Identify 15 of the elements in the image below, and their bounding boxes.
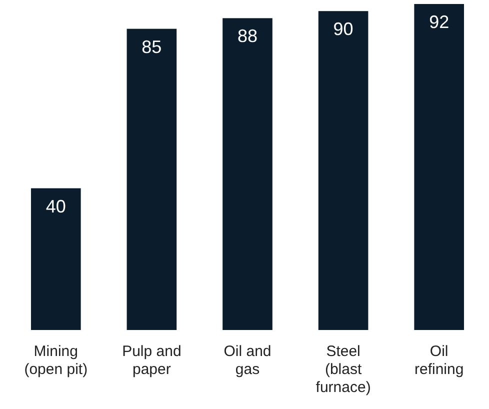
bar [414,4,464,330]
data-label: 90 [333,19,354,40]
x-tick-label: Oil and gas [224,343,272,378]
x-tick-label: Mining (open pit) [24,343,88,378]
bar [222,18,272,330]
data-label: 88 [237,26,258,46]
data-label: 92 [429,12,450,32]
bar [318,11,368,330]
x-tick-label: Steel (blast furnace) [316,343,371,396]
data-label: 85 [142,36,162,57]
bar [126,28,177,330]
x-tick-label: Oil refining [414,343,464,378]
x-tick-label: Pulp and paper [122,343,182,378]
bar [30,188,81,330]
data-label: 40 [46,196,66,216]
